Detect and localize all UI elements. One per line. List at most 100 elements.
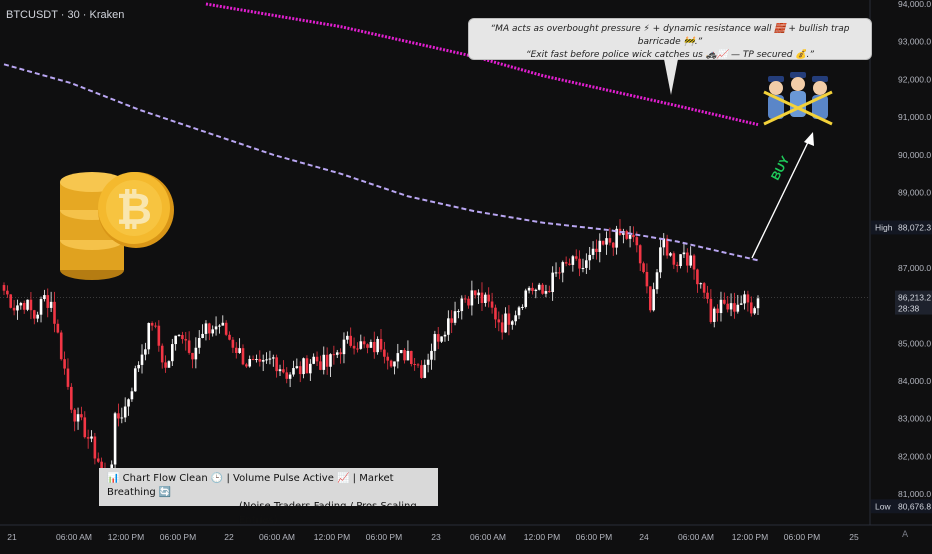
candle-body [389,360,393,367]
candle-body [157,325,161,346]
candle-body [258,358,262,362]
candle-body [93,436,97,459]
candle-body [96,458,100,462]
time-axis-label: 06:00 AM [678,532,714,542]
candle-body [537,284,541,290]
candle-body [211,329,214,334]
candle-body [312,356,315,364]
candle-body [595,248,598,252]
candle-body [285,372,289,379]
annotation-callout: “MA acts as overbought pressure ⚡ + dyna… [468,18,872,60]
candle-body [369,341,373,348]
candle-body [433,334,437,351]
candle-body [416,364,420,366]
time-axis-label: 12:00 PM [524,532,560,542]
candle-body [298,366,302,375]
candle-body [127,399,130,407]
candle-body [113,413,117,465]
candle-body [46,295,50,308]
candle-body [204,323,208,334]
candle-body [86,437,90,439]
candle-body [171,344,174,362]
candle-body [558,272,561,274]
time-axis-label: 24 [639,532,649,542]
candle-body [181,335,184,340]
callout-line-1: “MA acts as overbought pressure ⚡ + dyna… [490,24,850,47]
candle-body [197,338,201,348]
time-axis-label: 06:00 AM [259,532,295,542]
candle-body [59,332,63,360]
candle-body [585,260,588,268]
candle-body [261,360,265,362]
candle-body [581,267,585,269]
high-tag-label: High [875,222,893,232]
price-axis-label: 84,000.0 [898,376,931,386]
candle-body [453,311,457,323]
candle-body [659,247,662,273]
candle-body [295,366,299,369]
candle-body [413,363,416,365]
candle-body [574,256,578,259]
price-axis-label: 94,000.0 [898,0,931,9]
price-axis-label: 82,000.0 [898,451,931,461]
countdown-timer: 28:38 [898,304,920,314]
candle-body [443,334,447,337]
candle-body [66,368,70,387]
candle-body [133,368,137,392]
symbol-title[interactable]: BTCUSDT · 30 · Kraken [6,9,125,21]
tradingview-logo-icon[interactable]: A [902,530,909,540]
low-tag-bg [871,499,932,514]
candle-body [500,322,504,333]
candle-body [194,347,198,360]
candle-body [686,252,689,266]
candle-body [739,303,743,305]
candle-body [12,307,16,311]
candle-body [32,310,36,319]
callout-line-2: “Exit fast before police wick catches us… [525,50,815,60]
candle-body [568,263,571,265]
candle-body [628,234,632,239]
candle-body [49,301,53,308]
candle-body [352,345,356,349]
candle-body [140,354,144,365]
candle-body [268,358,272,360]
candle-body [255,358,258,360]
candle-body [736,304,740,312]
candle-body [682,252,686,255]
candle-body [756,298,760,309]
candle-body [477,292,480,296]
time-axis-label: 22 [224,532,234,542]
buy-arrow-line [751,137,811,259]
candle-body [144,349,147,355]
candle-body [548,291,551,293]
candle-body [696,269,699,285]
candle-body [9,294,13,308]
candle-body [480,292,484,304]
price-axis-label: 91,000.0 [898,112,931,122]
candle-body [743,294,746,304]
candle-body [723,299,726,304]
candle-body [692,255,696,270]
time-axis-label: 06:00 PM [160,532,196,542]
candle-body [436,334,440,342]
candle-body [208,323,211,334]
candle-body [648,286,652,311]
candle-body [524,290,528,307]
candle-body [544,291,548,294]
candle-body [39,299,43,315]
candle-body [473,290,477,296]
candle-body [484,294,487,304]
candle-body [29,299,33,311]
candle-body [177,335,181,337]
candle-body [409,350,413,364]
price-axis-label: 87,000.0 [898,263,931,273]
candle-body [147,323,151,350]
candle-body [386,356,390,361]
candle-body [420,365,423,378]
candle-body [699,283,703,285]
candle-body [56,323,60,333]
candle-body [672,253,676,265]
candle-body [396,353,400,362]
